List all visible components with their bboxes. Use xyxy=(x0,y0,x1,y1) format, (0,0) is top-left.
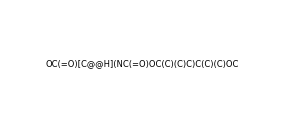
Text: OC(=O)[C@@H](NC(=O)OC(C)(C)C)C(C)(C)OC: OC(=O)[C@@H](NC(=O)OC(C)(C)C)C(C)(C)OC xyxy=(45,60,239,68)
